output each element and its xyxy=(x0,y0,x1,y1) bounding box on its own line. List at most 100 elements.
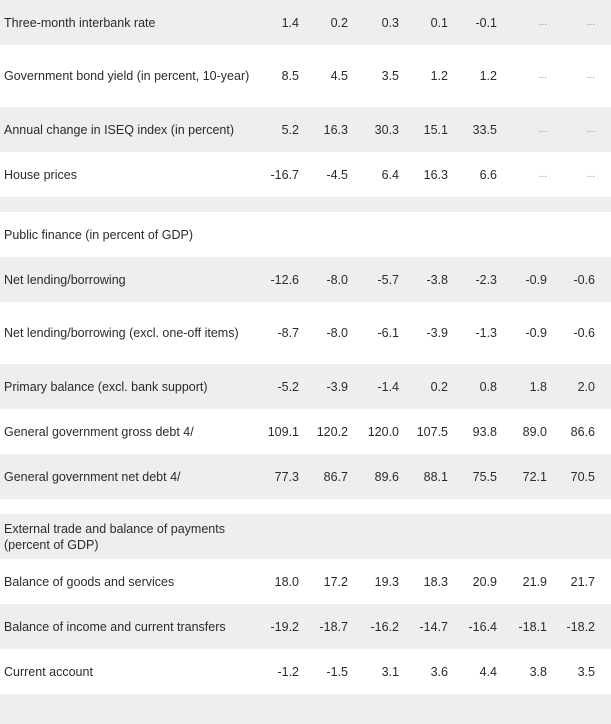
table-cell: ... xyxy=(538,123,547,135)
table-cell: 1.4 xyxy=(281,15,299,30)
table-cell: 70.5 xyxy=(570,469,595,484)
table-cell: 0.2 xyxy=(330,15,348,30)
table-cell: -0.6 xyxy=(573,272,595,287)
table-cell: 86.6 xyxy=(570,424,595,439)
row-label: Balance of goods and services xyxy=(4,574,175,589)
table-row xyxy=(0,499,611,514)
row-label: Net lending/borrowing xyxy=(4,272,126,287)
table-cell: 5.2 xyxy=(281,122,299,137)
table-cell: -0.6 xyxy=(573,326,595,340)
table-cell: 17.2 xyxy=(323,574,348,589)
table-cell: 120.0 xyxy=(367,424,399,439)
table-cell: ... xyxy=(586,123,595,135)
table-cell: 1.2 xyxy=(430,69,448,83)
table-cell: 1.8 xyxy=(529,379,547,394)
table-cell: -0.9 xyxy=(525,272,547,287)
table-row: Government bond yield (in percent, 10-ye… xyxy=(0,45,611,107)
table-cell: ... xyxy=(586,16,595,28)
table-cell: -1.2 xyxy=(277,664,299,679)
row-label: Net lending/borrowing (excl. one-off ite… xyxy=(4,326,239,340)
table-cell: ... xyxy=(538,168,547,180)
table-cell: 89.0 xyxy=(522,424,547,439)
table-cell: -12.6 xyxy=(270,272,300,287)
row-label: Three-month interbank rate xyxy=(4,15,156,30)
table-row: Public finance (in percent of GDP) xyxy=(0,212,611,257)
table-cell: 21.7 xyxy=(570,574,595,589)
table-row: Balance of goods and services 18.0 17.2 19.… xyxy=(0,559,611,604)
table-cell: -1.3 xyxy=(475,326,497,340)
table-cell: 86.7 xyxy=(323,469,348,484)
table-cell: -16.4 xyxy=(468,619,498,634)
table-cell: -3.9 xyxy=(426,326,448,340)
table-cell: -1.5 xyxy=(326,664,348,679)
table-row: Three-month interbank rate 1.4 0.2 0.3 0.1 -0… xyxy=(0,0,611,45)
table-cell: -16.2 xyxy=(370,619,400,634)
table-cell: 21.9 xyxy=(522,574,547,589)
table-cell: -16.7 xyxy=(270,167,300,182)
table-row: Balance of income and current transfers -… xyxy=(0,604,611,649)
table-cell: 107.5 xyxy=(416,424,448,439)
table-cell: 0.3 xyxy=(381,15,399,30)
table-cell: 75.5 xyxy=(472,469,497,484)
table-cell: -8.0 xyxy=(326,272,348,287)
table-cell: ... xyxy=(538,70,547,81)
table-cell: -0.1 xyxy=(475,15,497,30)
row-label: External trade and balance of payments (… xyxy=(4,521,225,552)
row-label: Primary balance (excl. bank support) xyxy=(4,379,208,394)
table-cell: 0.1 xyxy=(430,15,448,30)
row-label: Government bond yield (in percent, 10-ye… xyxy=(4,69,250,83)
table-cell: -2.3 xyxy=(475,272,497,287)
table-cell: 0.2 xyxy=(430,379,448,394)
row-label: General government gross debt 4/ xyxy=(4,424,194,439)
table-row xyxy=(0,197,611,212)
row-label: Current account xyxy=(4,664,93,679)
table-cell: -3.8 xyxy=(426,272,448,287)
table-cell: -8.0 xyxy=(326,326,348,340)
table-cell: 18.3 xyxy=(423,574,448,589)
table-row: House prices -16.7 -4.5 6.4 16.3 6.6...... xyxy=(0,152,611,197)
row-label: House prices xyxy=(4,167,77,182)
table-cell: 3.5 xyxy=(577,664,595,679)
table-cell: 30.3 xyxy=(374,122,399,137)
table-cell: -4.5 xyxy=(326,167,348,182)
table-cell: 33.5 xyxy=(472,122,497,137)
table-cell: 1.2 xyxy=(479,69,497,83)
table-cell: ... xyxy=(586,70,595,81)
table-row: Net lending/borrowing -12.6 -8.0 -5.7 -3.8 -2… xyxy=(0,257,611,302)
table-cell: 3.8 xyxy=(529,664,547,679)
table-row: General government net debt 4/77.3 86.7 89… xyxy=(0,454,611,499)
row-label: Annual change in ISEQ index (in percent) xyxy=(4,122,234,137)
table-cell: 16.3 xyxy=(423,167,448,182)
table-cell: 89.6 xyxy=(374,469,399,484)
table-cell: 120.2 xyxy=(316,424,348,439)
table-cell: 4.4 xyxy=(479,664,497,679)
table-row: Current account -1.2 -1.5 3.1 3.6 4.4 3.8 3.5 xyxy=(0,649,611,694)
table-cell: 6.6 xyxy=(479,167,497,182)
table-cell: 3.1 xyxy=(381,664,399,679)
table-cell: ... xyxy=(538,16,547,28)
table-cell: 15.1 xyxy=(423,122,448,137)
table-cell: -19.2 xyxy=(270,619,300,634)
table-cell: 109.1 xyxy=(267,424,299,439)
table-cell: -5.7 xyxy=(377,272,399,287)
row-label: Balance of income and current transfers xyxy=(4,619,226,634)
table-cell: 3.6 xyxy=(430,664,448,679)
table-cell: -6.1 xyxy=(377,326,399,340)
table-cell: 4.5 xyxy=(330,69,348,83)
table-cell: -3.9 xyxy=(326,379,348,394)
table-row xyxy=(0,694,611,724)
table-cell: 16.3 xyxy=(323,122,348,137)
table-cell: -8.7 xyxy=(277,326,299,340)
table-cell: -18.7 xyxy=(319,619,349,634)
table-cell: ... xyxy=(586,168,595,180)
table-cell: 77.3 xyxy=(274,469,299,484)
row-label: General government net debt 4/ xyxy=(4,469,181,484)
table-cell: 2.0 xyxy=(577,379,595,394)
table-row: Net lending/borrowing (excl. one-off ite… xyxy=(0,302,611,364)
table-cell: -14.7 xyxy=(419,619,449,634)
table-cell: 6.4 xyxy=(381,167,399,182)
table-row: Primary balance (excl. bank support) -5.2… xyxy=(0,364,611,409)
table-cell: -18.2 xyxy=(566,619,596,634)
table-row: External trade and balance of payments (… xyxy=(0,514,611,559)
table-cell: -1.4 xyxy=(377,379,399,394)
